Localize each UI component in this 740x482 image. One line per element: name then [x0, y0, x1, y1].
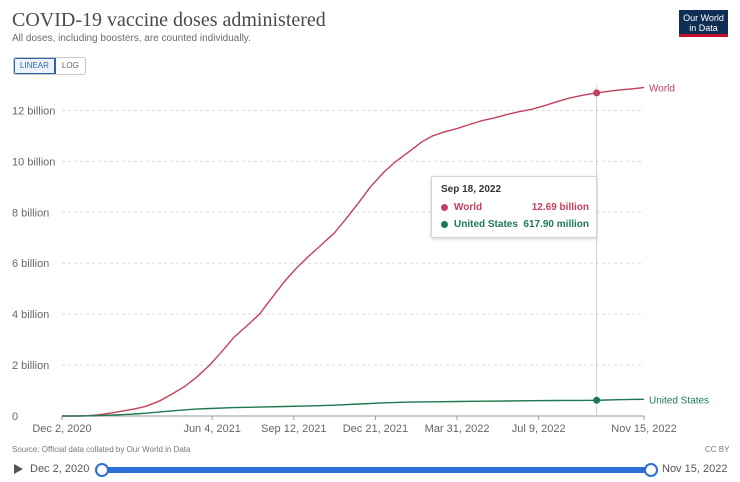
tooltip-row-world: World 12.69 billion: [441, 202, 589, 214]
x-tick-label: Jul 9, 2022: [512, 423, 566, 435]
series[interactable]: World United States: [62, 84, 709, 417]
linear-scale-button[interactable]: LINEAR: [14, 58, 56, 74]
x-tick-label: Mar 31, 2022: [425, 423, 490, 435]
tooltip-row-united-states: United States 617.90 million: [441, 219, 589, 231]
hover-tooltip: Sep 18, 2022 World 12.69 billion United …: [431, 176, 597, 238]
timeline-start-handle[interactable]: [95, 463, 109, 477]
tooltip-series-value: 617.90 million: [523, 219, 589, 230]
hover-marker: [593, 85, 601, 416]
license-label[interactable]: CC BY: [705, 445, 730, 454]
tooltip-series-name: World: [454, 202, 483, 213]
united-states-dot-icon: [441, 221, 448, 228]
logo-line-2: in Data: [689, 23, 718, 33]
log-scale-button[interactable]: LOG: [61, 61, 79, 70]
y-tick-label: 8 billion: [12, 207, 49, 219]
y-tick-label: 10 billion: [12, 156, 55, 168]
y-tick-label: 2 billion: [12, 360, 49, 372]
hover-point: [593, 396, 601, 404]
timeline-end-label: Nov 15, 2022: [662, 463, 728, 475]
x-tick-label: Nov 15, 2022: [611, 423, 676, 435]
series-line-world[interactable]: [62, 86, 645, 417]
owid-logo[interactable]: Our World in Data: [679, 10, 728, 37]
timeline-start-label: Dec 2, 2020: [30, 463, 90, 475]
y-tick-label: 0: [12, 411, 18, 423]
y-tick-label: 4 billion: [12, 309, 49, 321]
grid: 0 2 billion 4 billion 6 billion 8 billion 10 …: [12, 105, 644, 423]
chart-title: COVID-19 vaccine doses administered: [12, 9, 326, 31]
tooltip-date: Sep 18, 2022: [441, 184, 502, 195]
x-tick-label: Dec 21, 2021: [343, 423, 408, 435]
x-axis: Dec 2, 2020 Jun 4, 2021 Sep 12, 2021 Dec 21…: [32, 416, 677, 435]
play-icon[interactable]: [14, 464, 23, 474]
series-line-united-states[interactable]: [62, 398, 645, 417]
hover-point: [593, 89, 601, 97]
series-label-united-states: United States: [649, 395, 709, 406]
tooltip-series-value: 12.69 billion: [531, 202, 589, 213]
source-note[interactable]: Source: Official data collated by Our Wo…: [12, 445, 191, 454]
timeline-end-handle[interactable]: [644, 463, 658, 477]
y-tick-label: 6 billion: [12, 258, 49, 270]
scale-toggle[interactable]: LINEAR LOG: [13, 57, 86, 75]
tooltip-series-name: United States: [454, 219, 518, 230]
x-tick-label: Sep 12, 2021: [261, 423, 326, 435]
x-tick-label: Jun 4, 2021: [183, 423, 241, 435]
y-tick-label: 12 billion: [12, 105, 55, 117]
x-tick-label: Dec 2, 2020: [32, 423, 91, 435]
chart-subtitle: All doses, including boosters, are count…: [12, 33, 251, 44]
timeline-track[interactable]: [101, 467, 650, 473]
world-dot-icon: [441, 204, 448, 211]
logo-line-1: Our World: [683, 13, 724, 23]
timeline[interactable]: Dec 2, 2020 Nov 15, 2022: [0, 460, 740, 482]
series-label-world: World: [649, 84, 675, 95]
